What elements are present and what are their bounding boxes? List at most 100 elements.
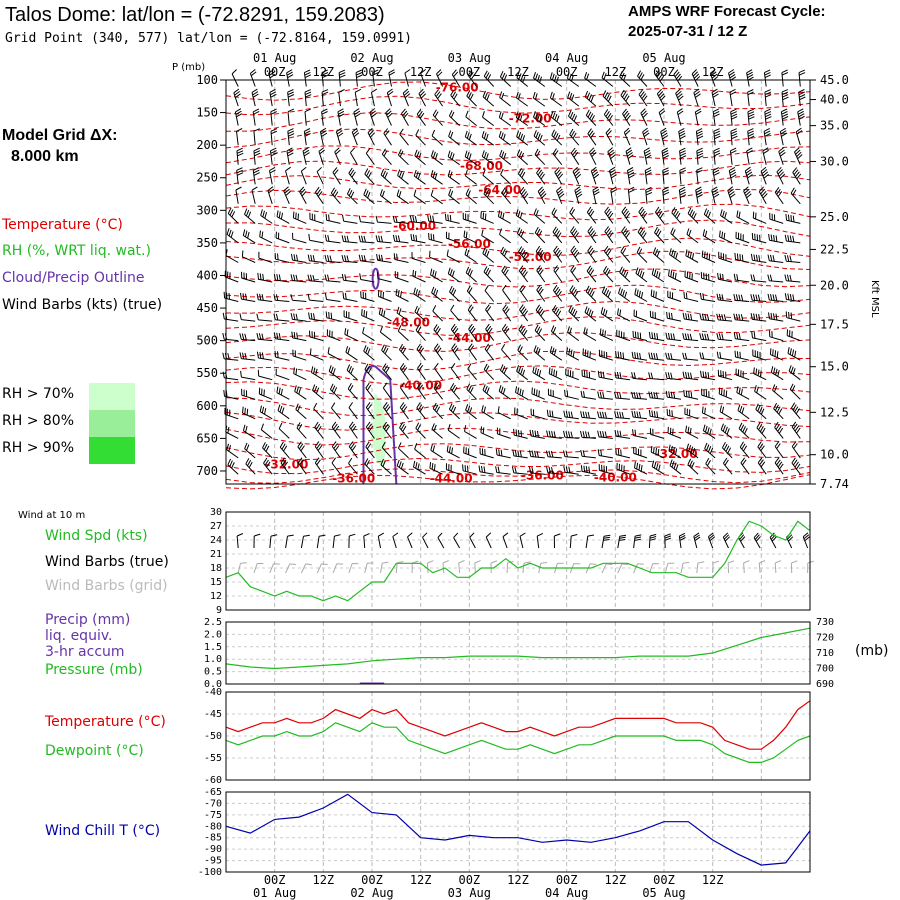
wind-barb (552, 148, 563, 166)
cycle-title: AMPS WRF Forecast Cycle: (628, 3, 826, 20)
wind-barb (349, 147, 358, 165)
wind-barb (361, 309, 375, 322)
precip-tick-label: 2.5 (204, 617, 222, 628)
wind-barb (482, 111, 494, 126)
wind-barb (669, 248, 682, 263)
wind-barb (696, 167, 703, 185)
wind-barb (718, 387, 733, 400)
wind-barb (755, 403, 767, 420)
precip-legend: Precip (mm) (45, 612, 131, 628)
wind-barb (601, 286, 614, 302)
wind-barb (242, 406, 256, 420)
wind-barb-grid (458, 560, 465, 574)
temperature-contour (225, 350, 811, 371)
wind-barb (569, 207, 580, 224)
wind-barb (569, 128, 580, 146)
wind-barb-grid (253, 563, 264, 574)
wind-barb (233, 88, 241, 107)
temperature-contour-label: -60.00 (393, 219, 436, 233)
wind-barb (614, 411, 630, 420)
dewpoint-legend: Dewpoint (°C) (45, 743, 144, 759)
wind-barb (798, 69, 806, 87)
wind-barb (619, 266, 631, 283)
wind-barb (758, 186, 768, 205)
wind-barb (294, 385, 307, 400)
wind-barb (614, 391, 630, 400)
wind-barb (599, 328, 614, 342)
wind-barb (341, 273, 358, 283)
wind-barb (570, 245, 580, 263)
wind-barb (563, 450, 579, 459)
kft-tick-label: 17.5 (820, 317, 849, 331)
wind-barb (334, 147, 341, 165)
wind-barb (365, 441, 375, 459)
wind-barb (466, 90, 477, 107)
wind-barb (319, 127, 328, 146)
wind-barb (451, 343, 461, 361)
wind-barb (434, 89, 444, 107)
windchill-tick-label: -90 (204, 844, 222, 855)
wind-barb (728, 166, 737, 185)
wind-barb (416, 382, 426, 400)
panel-frame-wc (225, 791, 811, 873)
wind-barb (396, 189, 409, 205)
temperature-contour (225, 174, 811, 190)
wind-barb (362, 326, 375, 342)
wind-barb (224, 270, 239, 283)
temp-tick-label: -60 (204, 775, 222, 786)
top-date-label: 03 Aug (448, 51, 491, 65)
wind-speed-tick-label: 21 (210, 549, 222, 560)
top-time-label: 00Z (556, 65, 578, 79)
temperature-contour (225, 203, 811, 221)
wind-barb (597, 411, 613, 420)
precip-legend-accum: 3-hr accum (45, 644, 125, 660)
wind-barb (511, 466, 528, 475)
wind-barb-grid (348, 563, 359, 574)
wind-barb (450, 382, 460, 400)
wind-barb-grid (538, 562, 548, 574)
wind-barbs-true-legend: Wind Barbs (true) (45, 554, 169, 570)
wind-barb (309, 348, 324, 361)
wind-barb (432, 402, 443, 420)
wind-barb (634, 288, 648, 302)
wind-barb (695, 186, 703, 204)
wind-barb (482, 169, 495, 185)
windchill-tick-label: -70 (204, 798, 222, 809)
precip-tick-label: 0.5 (204, 667, 222, 678)
dewpoint-line (225, 722, 811, 763)
wind-barb (241, 271, 256, 283)
wind-barb (430, 268, 443, 283)
wind-barb (668, 269, 682, 283)
wind-barb (744, 166, 753, 185)
wind-barb (370, 88, 378, 107)
wind-barb (278, 422, 290, 439)
wind-barb (785, 311, 801, 322)
wind-barb-true (392, 532, 399, 549)
wind-barb (535, 245, 546, 263)
wind-barb (665, 372, 682, 381)
wind-barb-grid (442, 560, 449, 574)
wind-barb (297, 457, 307, 475)
wind-speed-tick-label: 15 (210, 577, 222, 588)
wind-barb (776, 166, 786, 185)
wind-barb (324, 274, 341, 283)
wind-barb (451, 69, 461, 87)
wind-barb (270, 128, 278, 146)
wind-barb (751, 331, 767, 342)
wind-barb (369, 108, 377, 126)
wind-barb (757, 457, 767, 475)
wind-barb (445, 231, 460, 244)
wind-barb (568, 305, 580, 322)
wind-10m-label: Wind at 10 m (18, 510, 86, 521)
wind-barb-true (707, 532, 716, 549)
cloud-legend: Cloud/Precip Outline (2, 270, 145, 286)
wind-barb (479, 447, 494, 459)
wind-barb (483, 363, 495, 381)
wind-speed-tick-label: 9 (216, 605, 222, 616)
wind-barb (364, 168, 375, 185)
wind-barb (546, 430, 562, 439)
wind-barb (447, 424, 460, 439)
top-time-label: 12Z (410, 65, 432, 79)
wind-barb (364, 458, 375, 475)
wind-barb (397, 149, 409, 166)
